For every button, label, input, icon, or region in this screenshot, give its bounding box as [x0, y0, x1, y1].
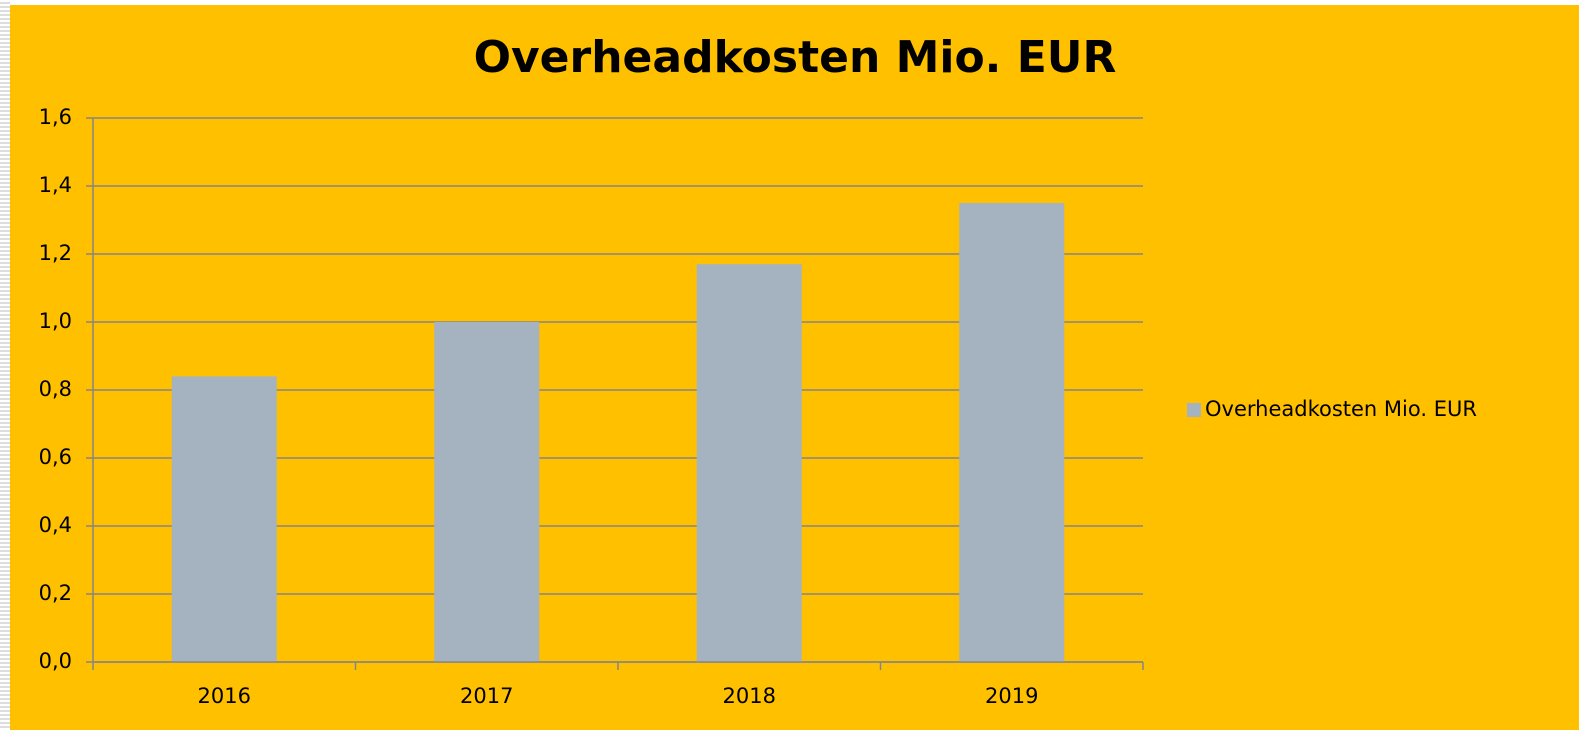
bar — [696, 264, 802, 662]
y-tick-label: 0,0 — [39, 649, 72, 673]
y-tick-label: 1,2 — [39, 241, 72, 265]
y-tick-label: 1,0 — [39, 309, 72, 333]
legend-label: Overheadkosten Mio. EUR — [1205, 397, 1477, 421]
x-tick-label: 2019 — [985, 684, 1038, 708]
x-tick-label: 2017 — [460, 684, 513, 708]
y-tick-label: 0,8 — [39, 377, 72, 401]
y-tick-label: 1,4 — [39, 173, 72, 197]
legend-swatch — [1187, 403, 1201, 417]
y-tick-label: 0,6 — [39, 445, 72, 469]
bar — [434, 322, 540, 662]
bar — [171, 376, 277, 662]
y-tick-label: 0,4 — [39, 513, 72, 537]
bar — [959, 203, 1065, 662]
x-tick-label: 2016 — [198, 684, 251, 708]
chart-title: Overheadkosten Mio. EUR — [474, 32, 1117, 83]
margin-stripe — [0, 0, 10, 730]
x-tick-label: 2018 — [723, 684, 776, 708]
y-tick-label: 1,6 — [39, 105, 72, 129]
y-tick-label: 0,2 — [39, 581, 72, 605]
